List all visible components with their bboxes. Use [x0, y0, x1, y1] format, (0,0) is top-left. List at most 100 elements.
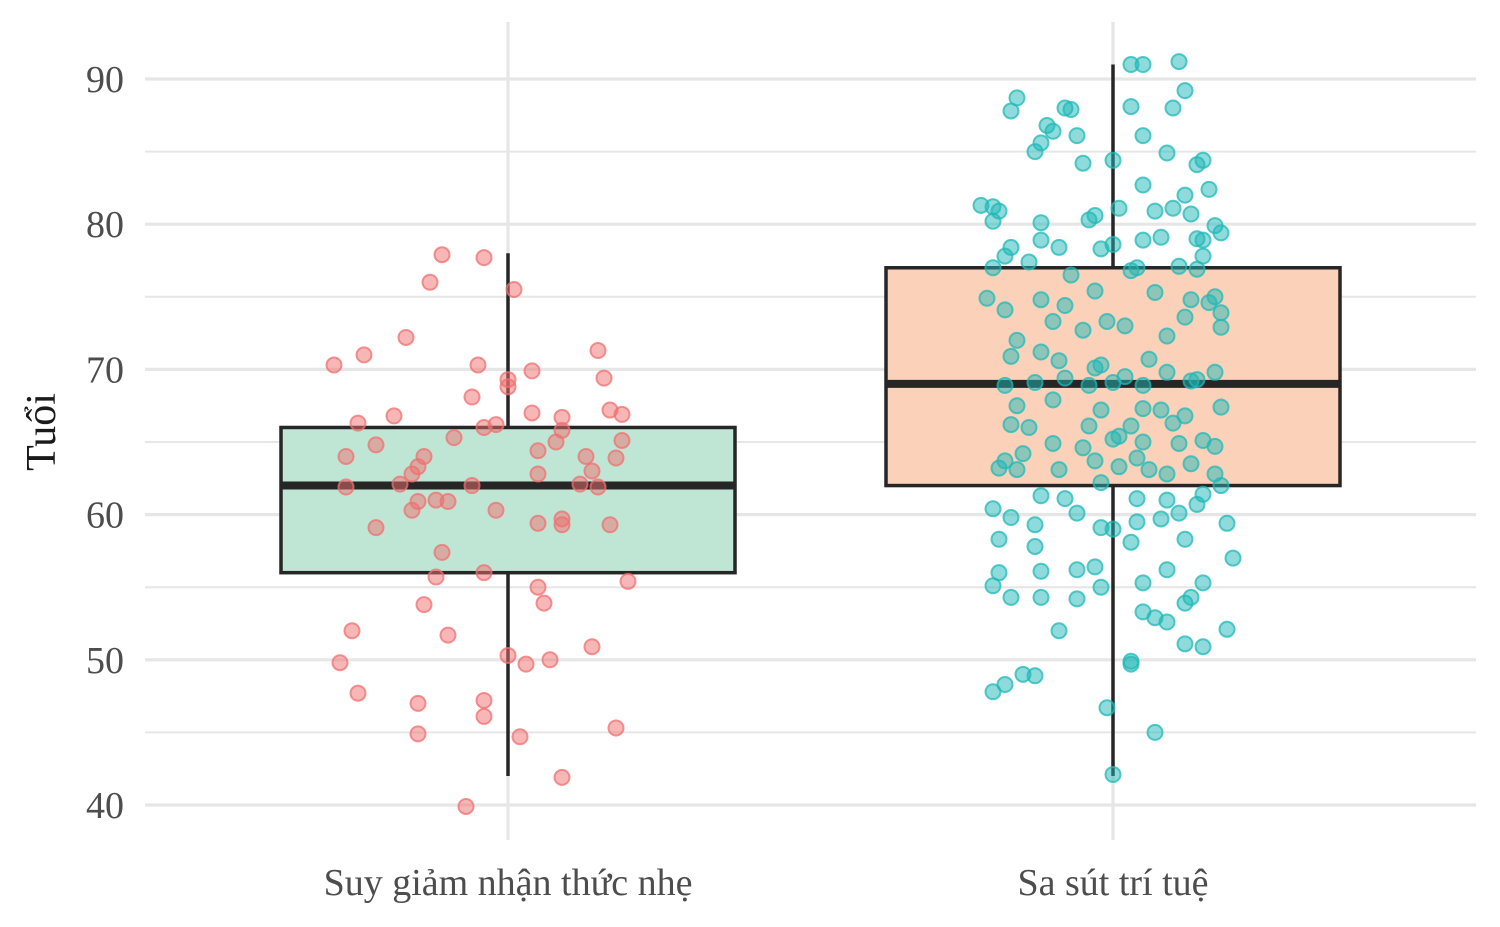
- data-point: [1050, 352, 1068, 370]
- data-point: [343, 622, 361, 640]
- data-point: [355, 346, 373, 364]
- data-point: [1134, 400, 1152, 418]
- data-point: [1080, 376, 1098, 394]
- data-point: [349, 684, 367, 702]
- data-point: [1128, 513, 1146, 531]
- data-point: [1074, 321, 1092, 339]
- data-point: [433, 246, 451, 264]
- data-point: [1086, 558, 1104, 576]
- data-point: [1110, 427, 1128, 445]
- data-point: [475, 249, 493, 267]
- y-tick-label: 70: [86, 349, 124, 391]
- data-point: [1158, 465, 1176, 483]
- data-point: [1032, 343, 1050, 361]
- data-point: [1134, 176, 1152, 194]
- boxes: [279, 64, 1342, 776]
- data-point: [583, 638, 601, 656]
- data-point: [1086, 452, 1104, 470]
- data-point: [409, 725, 427, 743]
- data-point: [601, 516, 619, 534]
- data-point: [589, 478, 607, 496]
- data-point: [1032, 231, 1050, 249]
- data-point: [1134, 376, 1152, 394]
- data-point: [1212, 318, 1230, 336]
- jitter-points: [325, 53, 1242, 815]
- data-point: [1152, 510, 1170, 528]
- data-point: [1182, 291, 1200, 309]
- data-point: [1002, 416, 1020, 434]
- data-point: [577, 448, 595, 466]
- data-point: [1206, 363, 1224, 381]
- data-point: [1080, 417, 1098, 435]
- data-point: [325, 356, 343, 374]
- data-point: [487, 416, 505, 434]
- data-point: [397, 328, 415, 346]
- data-point: [1068, 590, 1086, 608]
- data-point: [1092, 578, 1110, 596]
- data-point: [529, 514, 547, 532]
- data-point: [978, 289, 996, 307]
- y-tick-label: 60: [86, 495, 124, 537]
- data-point: [1044, 312, 1062, 330]
- data-point: [1050, 238, 1068, 256]
- data-point: [1212, 398, 1230, 416]
- data-point: [1068, 504, 1086, 522]
- data-point: [1140, 461, 1158, 479]
- data-point: [1062, 100, 1080, 118]
- data-point: [1134, 55, 1152, 73]
- data-point: [1206, 288, 1224, 306]
- data-point: [1050, 461, 1068, 479]
- data-point: [990, 530, 1008, 548]
- data-point: [445, 429, 463, 447]
- data-point: [1200, 180, 1218, 198]
- data-point: [439, 493, 457, 511]
- data-point: [1008, 461, 1026, 479]
- data-point: [1188, 230, 1206, 248]
- data-point: [523, 404, 541, 422]
- data-point: [1176, 186, 1194, 204]
- data-point: [469, 356, 487, 374]
- data-point: [1158, 561, 1176, 579]
- data-point: [367, 519, 385, 537]
- x-tick-label: Suy giảm nhận thức nhẹ: [324, 862, 693, 904]
- data-point: [421, 273, 439, 291]
- data-point: [1152, 228, 1170, 246]
- data-point: [1140, 350, 1158, 368]
- y-tick-label: 80: [86, 204, 124, 246]
- data-point: [1122, 417, 1140, 435]
- data-point: [990, 459, 1008, 477]
- data-point: [511, 728, 529, 746]
- data-point: [523, 362, 541, 380]
- data-point: [457, 797, 475, 815]
- data-point: [619, 572, 637, 590]
- data-point: [1158, 613, 1176, 631]
- data-point: [1026, 373, 1044, 391]
- data-point: [1044, 391, 1062, 409]
- data-point: [1212, 477, 1230, 495]
- data-point: [1182, 205, 1200, 223]
- data-point: [1074, 439, 1092, 457]
- data-point: [1092, 401, 1110, 419]
- data-point: [1086, 282, 1104, 300]
- data-point: [541, 651, 559, 669]
- data-point: [1062, 266, 1080, 284]
- data-point: [433, 543, 451, 561]
- data-point: [1170, 257, 1188, 275]
- data-point: [535, 594, 553, 612]
- data-point: [984, 683, 1002, 701]
- data-point: [337, 448, 355, 466]
- data-point: [1218, 620, 1236, 638]
- data-point: [595, 369, 613, 387]
- data-point: [475, 707, 493, 725]
- data-point: [1032, 291, 1050, 309]
- data-point: [984, 212, 1002, 230]
- data-point: [1122, 262, 1140, 280]
- data-point: [505, 281, 523, 299]
- data-point: [1188, 495, 1206, 513]
- data-point: [1056, 297, 1074, 315]
- data-point: [547, 433, 565, 451]
- data-point: [1026, 143, 1044, 161]
- data-point: [1032, 588, 1050, 606]
- data-point: [1176, 82, 1194, 100]
